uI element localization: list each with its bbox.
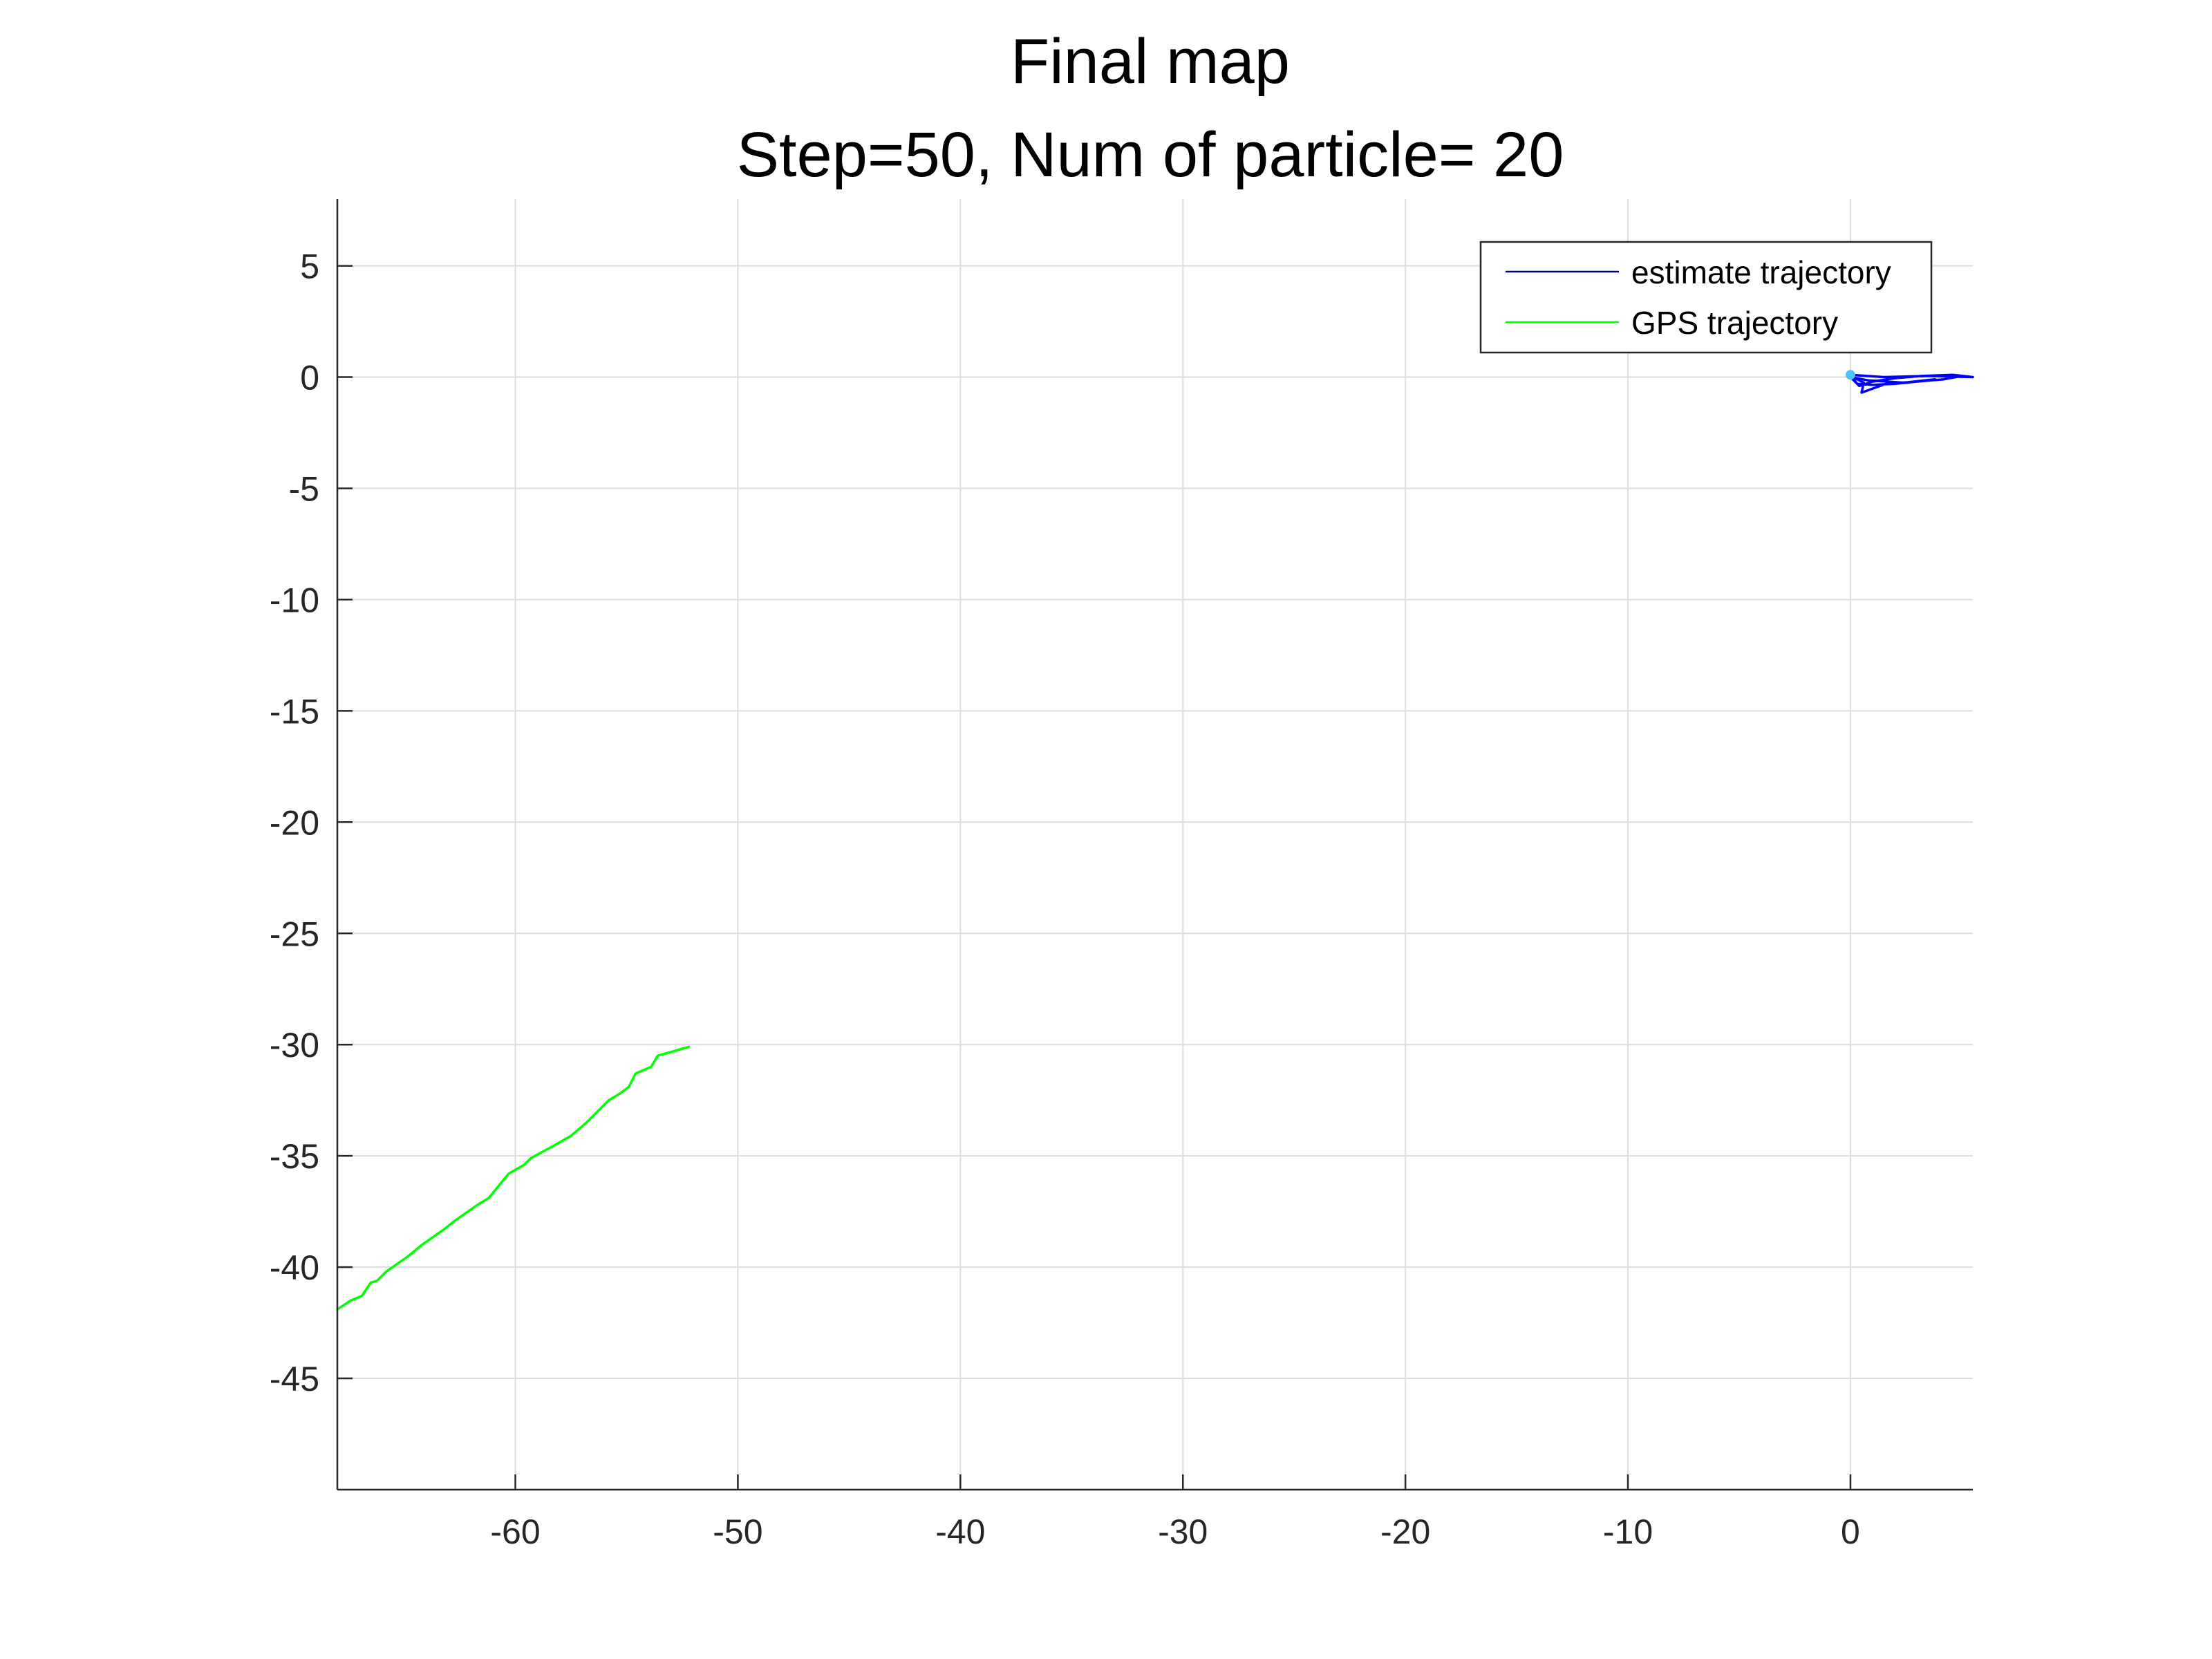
y-tick-labels: 5 0 -5 -10 -15 -20 -25 -30 -35 -40 -45 bbox=[270, 247, 319, 1398]
x-tick-label: -10 bbox=[1603, 1512, 1653, 1551]
series-layer bbox=[336, 370, 1974, 1311]
x-tick-labels: -60 -50 -40 -30 -20 -10 0 bbox=[490, 1512, 1859, 1551]
start-point-marker bbox=[1845, 370, 1855, 380]
x-tick-label: -30 bbox=[1158, 1512, 1208, 1551]
x-tick-label: 0 bbox=[1841, 1512, 1860, 1551]
x-tick-label: -50 bbox=[713, 1512, 762, 1551]
series-line-gps-trajectory bbox=[336, 1045, 691, 1311]
y-tick-label: -10 bbox=[270, 581, 319, 619]
y-tick-label: -5 bbox=[289, 469, 319, 508]
y-tick-label: -20 bbox=[270, 803, 319, 842]
chart-title: Final map bbox=[1011, 26, 1290, 97]
x-tick-label: -40 bbox=[935, 1512, 985, 1551]
y-tick-label: -45 bbox=[270, 1360, 319, 1398]
legend-label-gps-trajectory: GPS trajectory bbox=[1631, 305, 1838, 341]
legend-box bbox=[1479, 241, 1933, 354]
plot-area: -60 -50 -40 -30 -20 -10 0 50-5-10-15-20-25-30-… bbox=[270, 199, 1974, 1551]
axes-background bbox=[337, 199, 1973, 1490]
chart-subtitle: Step=50, Num of particle= 20 bbox=[737, 120, 1564, 190]
y-gridlines bbox=[337, 265, 1973, 1380]
y-tick-label: -25 bbox=[270, 915, 319, 953]
x-gridlines bbox=[514, 199, 1851, 1490]
legend-label-estimate-trajectory: estimate trajectory bbox=[1631, 254, 1891, 290]
y-tick-label: 5 bbox=[300, 247, 319, 286]
y-tick-label: -30 bbox=[270, 1026, 319, 1065]
y-tick-label: -35 bbox=[270, 1137, 319, 1176]
y-tick-label: -40 bbox=[270, 1248, 319, 1287]
y-tick-label: 0 bbox=[300, 359, 319, 397]
x-tick-marks bbox=[514, 1474, 1852, 1490]
series-line-estimate-trajectory bbox=[1849, 373, 1974, 394]
y-tick-marks bbox=[337, 265, 353, 1380]
x-tick-label: -20 bbox=[1380, 1512, 1430, 1551]
y-tick-label: -15 bbox=[270, 692, 319, 731]
x-tick-label: -60 bbox=[490, 1512, 540, 1551]
legend[interactable]: estimate trajectory GPS trajectory bbox=[1479, 241, 1933, 354]
